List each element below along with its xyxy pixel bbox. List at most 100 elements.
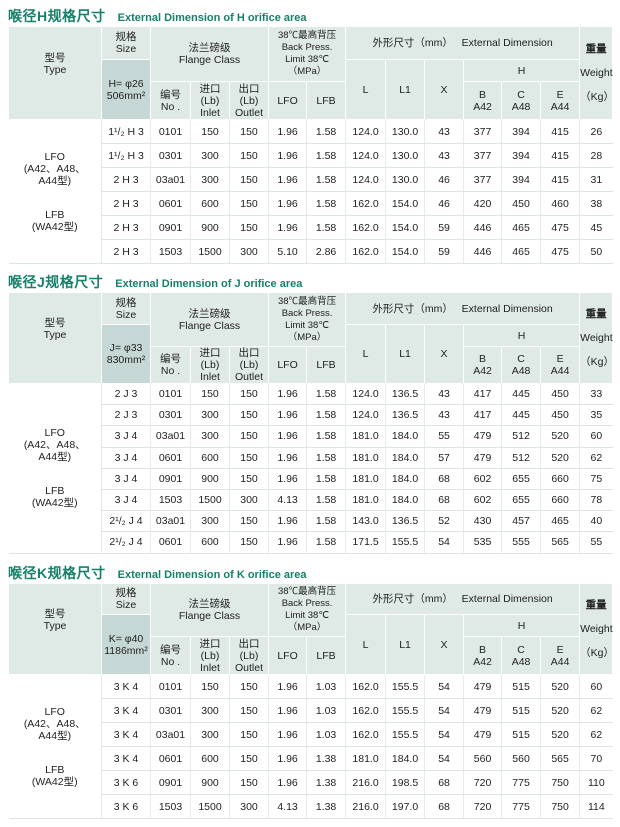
type-lfb-models: (WA42型) [31,220,78,233]
table-row: 2¹/₂ J 4 03a01 300 150 1.96 1.58 143.0 136.5 52 4… [9,510,613,533]
cell-l: 124.0 [345,143,386,168]
cell-inlet: 600 [190,531,230,554]
label: 外形尺寸（mm） External Dimension [372,593,553,605]
cell-size: 2 H 3 [101,239,151,264]
cell-l: 162.0 [345,674,386,699]
cell-x: 46 [424,191,464,216]
cell-h-b: 602 [463,468,502,490]
cell-outlet: 300 [228,239,269,264]
cell-h-e: 520 [540,722,580,747]
label: 外形尺寸（mm） External Dimension [372,302,553,315]
cell-size: 2 H 3 [101,167,151,192]
type-lfb-models: (WA42型) [31,775,78,788]
cell-x: 55 [424,425,464,448]
cell-h-b: 420 [463,191,502,216]
unit: （Kg） [580,356,614,368]
cell-weight: 26 [579,119,613,144]
cell-outlet: 300 [228,489,269,512]
cell-l1: 184.0 [385,447,425,469]
cell-lfo: 1.96 [268,167,307,192]
h-header: H [463,614,581,637]
title-cn: 喉径J规格尺寸 [8,274,104,290]
label-en: Size [115,43,137,55]
cell-x: 57 [424,447,464,469]
label: 进口(Lb) [199,82,221,107]
cell-no: 03a01 [150,167,191,192]
table-row: LFO (A42、A48、 A44型) LFB (WA42型) 3 K 4 0101 150 1… [8,674,613,819]
label: 出口(Lb) [238,347,260,371]
label: E [556,353,564,365]
label: B [479,88,487,101]
lfb-header: LFB [306,81,347,120]
cell-inlet: 900 [190,468,230,490]
label: A44 [550,100,570,113]
cell-l1: 155.5 [385,531,425,554]
cell-h-c: 775 [501,794,541,819]
type-header: 型号 Type [8,26,102,120]
label: No . [160,100,181,113]
cell-h-e: 475 [540,215,580,240]
cell-h-e: 465 [540,510,580,533]
label: 编号 [160,643,181,656]
unit: （Kg） [580,647,614,659]
cell-lfo: 1.96 [268,746,307,771]
table-row: 2 H 3 0901 900 150 1.96 1.58 162.0 154.0 59 446 46… [9,215,613,240]
unit: （MPa） [287,622,327,633]
lfo-header: LFO [268,81,308,120]
label-cn: 法兰磅级 [188,307,231,320]
cell-h-c: 515 [501,698,541,723]
cell-x: 43 [424,143,464,168]
cell-l1: 197.0 [385,794,425,819]
label: 外形尺寸（mm） External Dimension [372,37,553,49]
cell-x: 46 [424,167,464,192]
table-row: 3 J 4 0601 600 150 1.96 1.58 181.0 184.0 57 479 51… [9,447,613,469]
size-value-2: 1186mm² [104,644,148,657]
cell-no: 0601 [150,746,191,771]
table-row: 1¹/₂ H 3 0301 300 150 1.96 1.58 124.0 130.0 43 37… [9,143,613,168]
label: A42 [473,365,492,377]
l1-header: L1 [385,324,426,384]
label: A44 [550,655,570,668]
title-en: External Dimension of K orifice area [117,569,307,581]
cell-no: 03a01 [150,510,191,533]
cell-l1: 184.0 [385,489,425,512]
cell-lfb: 1.58 [306,447,346,469]
cell-x: 68 [424,468,464,490]
type-lfo-models: A44型) [38,451,72,464]
cell-lfb: 1.03 [306,674,346,699]
external-dimension-header: 外形尺寸（mm） External Dimension [345,292,581,325]
cell-l: 181.0 [345,447,386,469]
cell-h-c: 560 [501,746,541,771]
cell-size: 3 J 4 [101,425,151,448]
dimension-table: 型号 Type 规格 Size 法兰磅级 Flange Class 38℃最高背压 Ba… [8,292,614,554]
label-cn: 重量 [585,308,607,320]
label-en: Back Press. [281,42,333,53]
cell-lfo: 1.96 [268,722,307,747]
cell-size: 3 J 4 [101,489,151,512]
label: A48 [511,100,531,113]
h-b-header: B A42 [463,636,503,675]
cell-h-b: 479 [463,447,502,469]
cell-h-b: 720 [463,794,502,819]
cell-size: 1¹/₂ H 3 [101,143,151,168]
cell-h-b: 479 [463,698,502,723]
cell-size: 2¹/₂ J 4 [101,510,151,533]
cell-l1: 198.5 [385,770,425,795]
x-header: X [424,614,465,675]
label-cn: 38℃最高背压 [278,295,337,307]
h-c-header: C A48 [501,636,542,675]
l1-header: L1 [385,59,426,120]
cell-size: 3 J 4 [101,447,151,469]
cell-lfb: 1.58 [306,425,346,448]
cell-inlet: 300 [190,698,230,723]
cell-h-e: 565 [540,531,580,554]
cell-h-e: 520 [540,447,580,469]
l-header: L [345,614,387,675]
h-e-header: E A44 [540,636,581,675]
table-row: 3 K 4 0301 300 150 1.96 1.03 162.0 155.5 54 479 51… [9,698,613,723]
label: Inlet [200,371,220,383]
cell-h-b: 417 [463,404,502,427]
cell-inlet: 150 [190,119,230,144]
cell-h-e: 520 [540,674,580,699]
label: 编号 [160,88,181,101]
